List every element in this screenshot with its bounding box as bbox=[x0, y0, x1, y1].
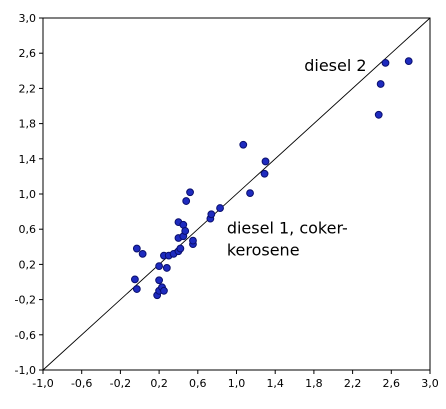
data-point bbox=[374, 110, 383, 119]
x-tick-label: 1,8 bbox=[305, 377, 323, 390]
data-point bbox=[376, 80, 385, 88]
parity-line bbox=[42, 17, 431, 371]
y-tick-label: 0,6 bbox=[19, 223, 37, 236]
y-tick-label: 1,4 bbox=[19, 153, 37, 166]
data-point bbox=[182, 197, 191, 205]
y-tick-label: -0,6 bbox=[15, 329, 36, 342]
x-tick-label: -0,2 bbox=[110, 377, 131, 390]
data-point bbox=[186, 188, 194, 197]
data-point bbox=[261, 157, 270, 166]
data-points bbox=[131, 57, 413, 300]
annotation-label: kerosene bbox=[227, 241, 300, 260]
x-tick-label: -1,0 bbox=[32, 377, 53, 390]
data-point bbox=[189, 236, 197, 245]
x-tick-label: 2,2 bbox=[344, 377, 362, 390]
data-point bbox=[138, 249, 147, 258]
annotation-label: diesel 1, coker- bbox=[227, 219, 348, 238]
data-point bbox=[155, 276, 164, 285]
data-point bbox=[162, 264, 171, 272]
data-point bbox=[381, 58, 390, 67]
y-tick-label: 3,0 bbox=[19, 12, 37, 25]
data-point bbox=[132, 244, 141, 253]
y-tick-label: 1,8 bbox=[19, 118, 37, 131]
y-tick-label: -1,0 bbox=[15, 364, 36, 377]
x-tick-label: 1,0 bbox=[228, 377, 246, 390]
x-tick-label: -0,6 bbox=[71, 377, 92, 390]
y-tick-label: 0,2 bbox=[19, 258, 37, 271]
y-axis: -1,0 -0,6 -0,2 0,2 0,6 1,0 1,4 1,8 2,2 2,6 3,0 bbox=[15, 12, 43, 377]
x-tick-label: 2,6 bbox=[383, 377, 401, 390]
x-tick-label: 1,4 bbox=[266, 377, 284, 390]
data-point bbox=[207, 210, 216, 219]
x-tick-label: 0,2 bbox=[150, 377, 168, 390]
y-tick-label: 2,6 bbox=[19, 47, 37, 60]
data-point bbox=[176, 244, 185, 253]
data-point bbox=[155, 262, 164, 271]
data-point bbox=[181, 227, 190, 235]
data-point bbox=[132, 285, 141, 293]
y-tick-label: -0,2 bbox=[15, 294, 36, 307]
data-point bbox=[216, 204, 224, 212]
y-tick-label: 2,2 bbox=[19, 82, 37, 95]
data-point bbox=[160, 286, 168, 295]
x-tick-label: 0,6 bbox=[189, 377, 207, 390]
annotations: diesel 2 diesel 1, coker-kerosene bbox=[227, 56, 367, 260]
data-point bbox=[131, 275, 139, 284]
data-point bbox=[246, 189, 254, 198]
annotation-label: diesel 2 bbox=[304, 56, 366, 75]
x-tick-label: 3,0 bbox=[421, 377, 439, 390]
data-point bbox=[260, 169, 269, 178]
y-tick-label: 1,0 bbox=[19, 188, 37, 201]
data-point bbox=[404, 57, 413, 66]
data-point bbox=[239, 140, 248, 149]
x-axis: -1,0 -0,6 -0,2 0,2 0,6 1,0 1,4 1,8 2,2 2,6 3,0 bbox=[32, 370, 439, 390]
